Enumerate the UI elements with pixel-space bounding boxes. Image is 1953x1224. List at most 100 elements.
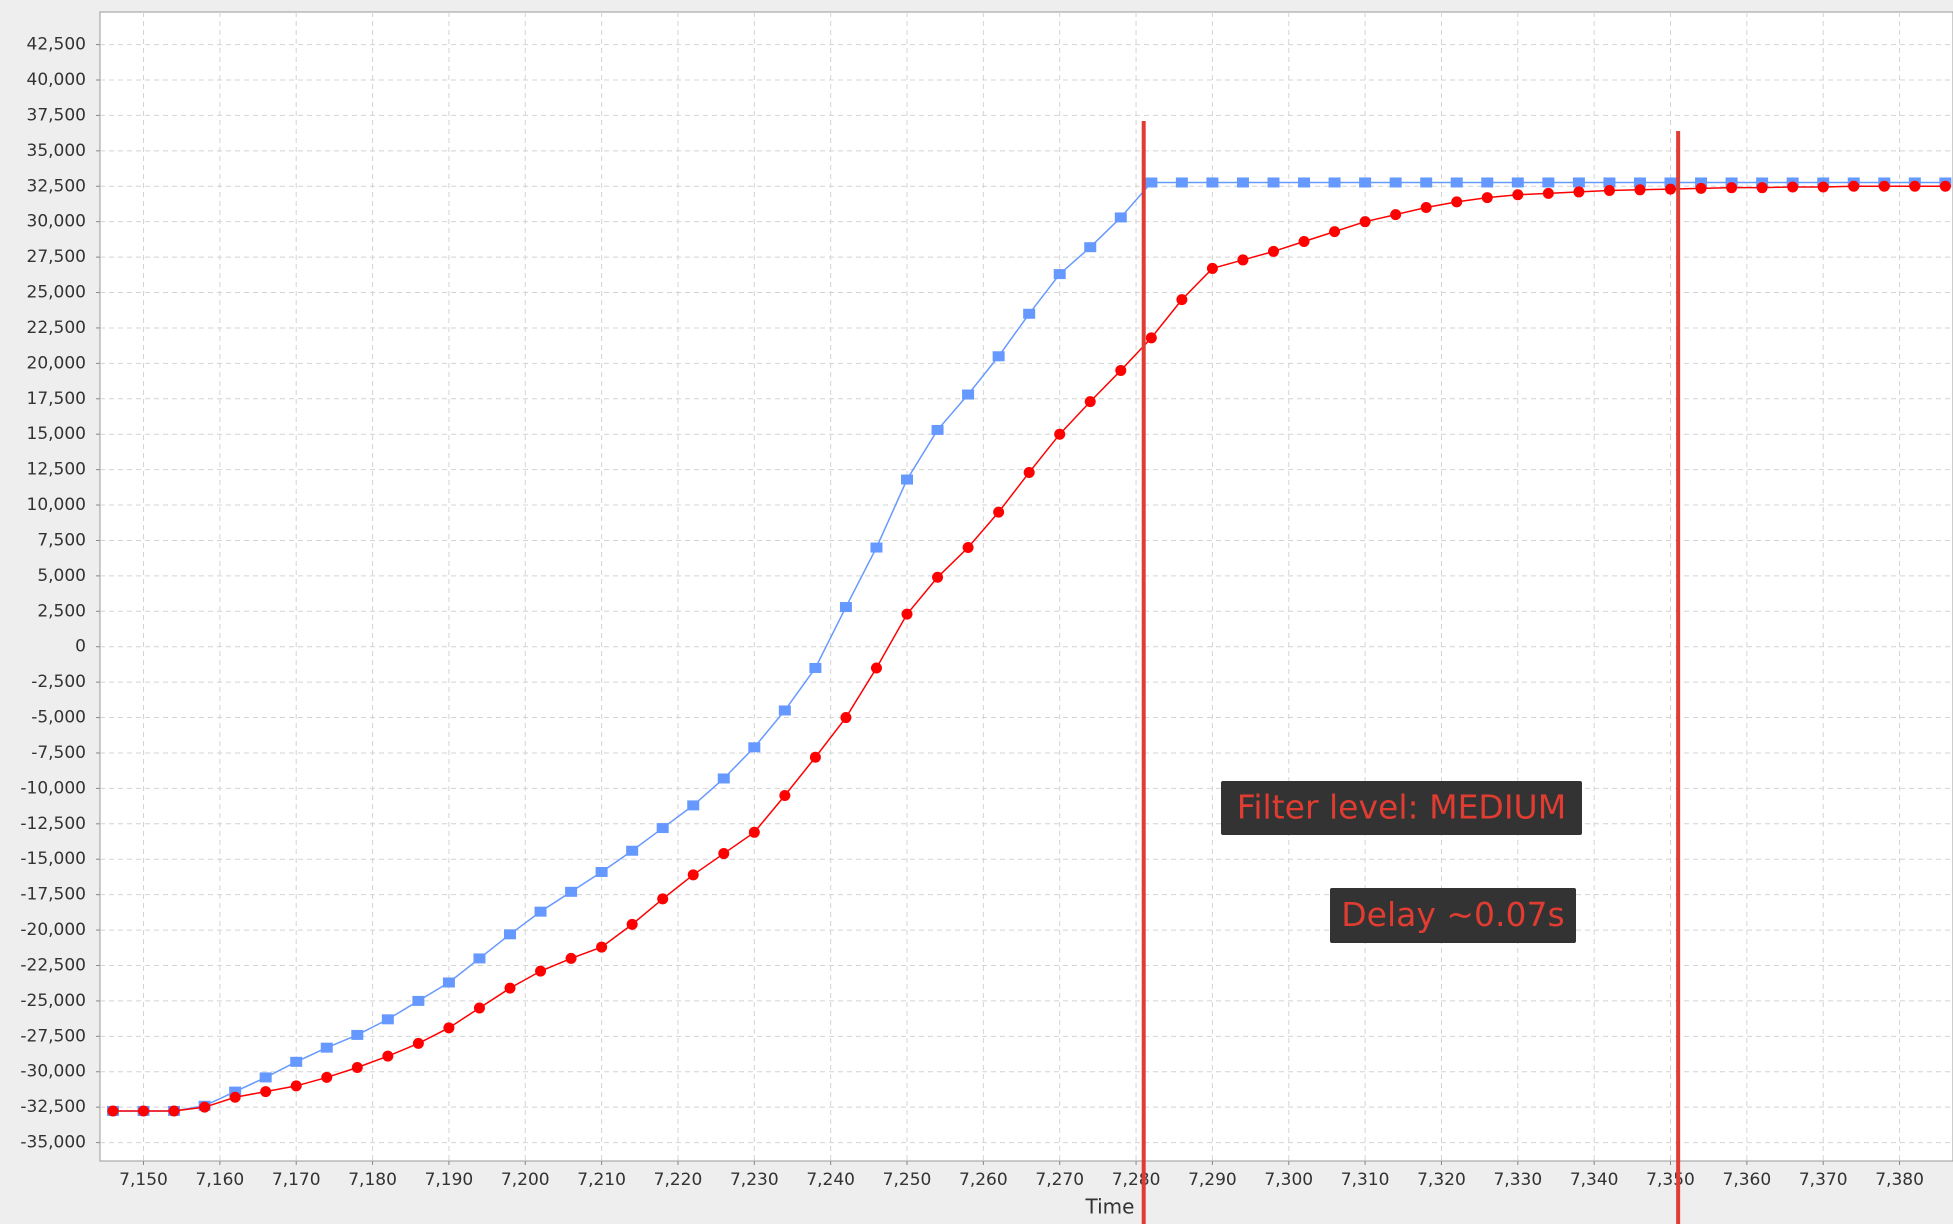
point bbox=[1176, 294, 1188, 306]
point bbox=[412, 1037, 424, 1049]
y-tick-label: 37,500 bbox=[27, 105, 86, 125]
x-tick-label: 7,150 bbox=[119, 1170, 168, 1190]
point bbox=[1450, 177, 1463, 188]
point bbox=[442, 977, 455, 988]
point bbox=[229, 1091, 241, 1103]
point bbox=[1298, 177, 1311, 188]
annotation: Filter level: MEDIUM bbox=[1237, 788, 1566, 827]
x-tick-label: 7,370 bbox=[1799, 1170, 1848, 1190]
point bbox=[321, 1071, 333, 1083]
point bbox=[718, 848, 730, 860]
point bbox=[1481, 192, 1493, 204]
y-tick-label: -17,500 bbox=[20, 885, 86, 905]
point bbox=[1359, 216, 1371, 228]
point bbox=[901, 474, 914, 485]
point bbox=[779, 789, 791, 801]
point bbox=[351, 1029, 364, 1040]
point bbox=[199, 1101, 211, 1113]
point bbox=[1756, 182, 1768, 194]
x-tick-label: 7,210 bbox=[577, 1170, 626, 1190]
point bbox=[931, 424, 944, 435]
x-tick-label: 7,350 bbox=[1646, 1170, 1695, 1190]
point bbox=[260, 1086, 272, 1098]
x-tick-label: 7,200 bbox=[501, 1170, 550, 1190]
point bbox=[138, 1105, 150, 1117]
point bbox=[473, 953, 486, 964]
point bbox=[1145, 332, 1157, 344]
x-tick-label: 7,220 bbox=[654, 1170, 703, 1190]
point bbox=[1511, 177, 1524, 188]
x-tick-label: 7,380 bbox=[1875, 1170, 1924, 1190]
annotation: Delay ~0.07s bbox=[1341, 895, 1564, 934]
point bbox=[1603, 185, 1615, 197]
point bbox=[1512, 189, 1524, 201]
point bbox=[809, 662, 822, 673]
y-tick-label: 5,000 bbox=[37, 566, 86, 586]
y-tick-label: -22,500 bbox=[20, 955, 86, 975]
point bbox=[992, 351, 1005, 362]
point bbox=[1328, 177, 1341, 188]
y-tick-label: -32,500 bbox=[20, 1097, 86, 1117]
point bbox=[382, 1050, 394, 1062]
point bbox=[1695, 182, 1707, 194]
y-tick-label: -12,500 bbox=[20, 814, 86, 834]
point bbox=[962, 542, 974, 554]
point bbox=[1114, 212, 1127, 223]
point bbox=[1664, 177, 1677, 188]
point bbox=[1389, 177, 1402, 188]
point bbox=[595, 866, 608, 877]
point bbox=[504, 982, 516, 994]
point bbox=[1420, 177, 1433, 188]
point bbox=[1267, 177, 1280, 188]
point bbox=[1665, 183, 1677, 195]
point bbox=[1573, 186, 1585, 198]
point bbox=[443, 1022, 455, 1034]
point bbox=[1206, 177, 1219, 188]
point bbox=[565, 952, 577, 964]
point bbox=[1359, 177, 1372, 188]
x-tick-label: 7,270 bbox=[1035, 1170, 1084, 1190]
y-tick-label: 27,500 bbox=[27, 247, 86, 267]
point bbox=[1420, 202, 1432, 214]
point bbox=[1053, 269, 1066, 280]
y-tick-label: 30,000 bbox=[27, 212, 86, 232]
point bbox=[259, 1072, 272, 1083]
point bbox=[1603, 177, 1616, 188]
point bbox=[1451, 196, 1463, 208]
point bbox=[412, 995, 425, 1006]
y-tick-label: 25,000 bbox=[27, 283, 86, 303]
point bbox=[1023, 308, 1036, 319]
series-layer bbox=[106, 177, 1952, 1117]
point bbox=[1878, 180, 1890, 192]
y-tick-label: 22,500 bbox=[27, 318, 86, 338]
point bbox=[565, 886, 578, 897]
point bbox=[840, 712, 852, 724]
point bbox=[351, 1061, 363, 1073]
y-tick-label: -7,500 bbox=[31, 743, 86, 763]
y-tick-label: 20,000 bbox=[27, 353, 86, 373]
point bbox=[535, 965, 547, 977]
point bbox=[168, 1105, 180, 1117]
x-tick-label: 7,330 bbox=[1493, 1170, 1542, 1190]
y-tick-label: -30,000 bbox=[20, 1062, 86, 1082]
point bbox=[381, 1014, 394, 1025]
point bbox=[1145, 177, 1158, 188]
y-tick-label: -20,000 bbox=[20, 920, 86, 940]
point bbox=[748, 742, 761, 753]
point bbox=[1634, 184, 1646, 196]
x-tick-label: 7,320 bbox=[1417, 1170, 1466, 1190]
x-tick-label: 7,360 bbox=[1723, 1170, 1772, 1190]
point bbox=[932, 571, 944, 583]
x-tick-label: 7,190 bbox=[425, 1170, 474, 1190]
y-tick-label: -10,000 bbox=[20, 778, 86, 798]
y-tick-label: -2,500 bbox=[31, 672, 86, 692]
point bbox=[290, 1056, 303, 1067]
point bbox=[626, 845, 639, 856]
point bbox=[1939, 180, 1951, 192]
point bbox=[290, 1080, 302, 1092]
x-tick-label: 7,310 bbox=[1341, 1170, 1390, 1190]
point bbox=[1267, 245, 1279, 257]
y-tick-label: 12,500 bbox=[27, 460, 86, 480]
point bbox=[1329, 226, 1341, 238]
